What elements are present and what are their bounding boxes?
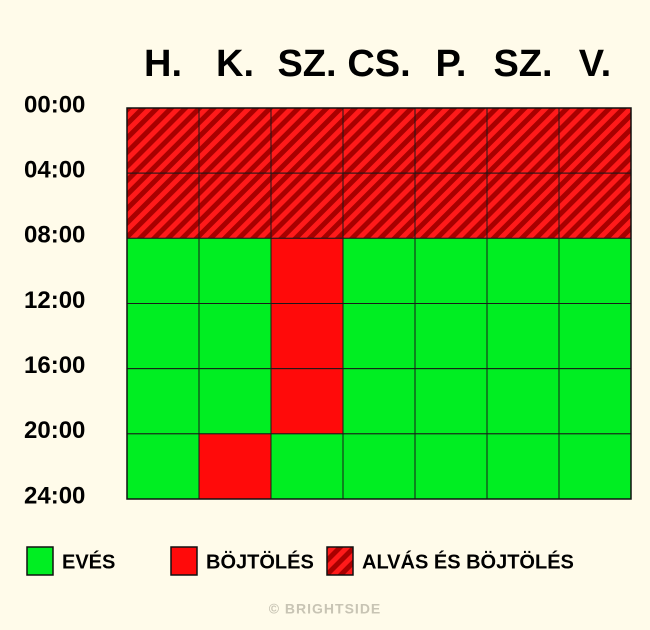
legend-label: EVÉS [62, 550, 115, 573]
cell [414, 107, 488, 174]
cell [198, 237, 272, 304]
cell [414, 433, 488, 500]
cell [126, 237, 200, 304]
cell [558, 368, 632, 435]
day-label: V. [579, 43, 611, 85]
time-label: 16:00 [24, 352, 85, 379]
cell [486, 433, 560, 500]
cell [486, 237, 560, 304]
cell [126, 433, 200, 500]
time-label: 04:00 [24, 157, 85, 184]
cell [486, 368, 560, 435]
legend-swatch [170, 546, 198, 576]
cell [270, 107, 344, 174]
cell [414, 368, 488, 435]
cell [342, 303, 416, 370]
cell [342, 237, 416, 304]
cell [414, 237, 488, 304]
cell [126, 368, 200, 435]
cell [486, 107, 560, 174]
legend-swatch [326, 546, 354, 576]
cell [414, 172, 488, 239]
time-label: 12:00 [24, 287, 85, 314]
time-label: 20:00 [24, 417, 85, 444]
day-label: H. [144, 43, 182, 85]
cell [342, 172, 416, 239]
cell [126, 172, 200, 239]
cell [558, 433, 632, 500]
day-label: P. [435, 43, 466, 85]
cell [198, 172, 272, 239]
cell [342, 107, 416, 174]
cell [558, 172, 632, 239]
grid-border [126, 107, 632, 500]
cell [198, 303, 272, 370]
time-label: 00:00 [24, 91, 85, 118]
cell [486, 303, 560, 370]
cell [198, 433, 272, 500]
legend-label: ALVÁS ÉS BÖJTÖLÉS [362, 550, 574, 573]
cell [414, 303, 488, 370]
footer: © BRIGHTSIDE [269, 601, 382, 617]
day-label: SZ. [277, 43, 336, 85]
legend-label: BÖJTÖLÉS [206, 550, 314, 573]
day-label: SZ. [493, 43, 552, 85]
cell [558, 237, 632, 304]
day-label: K. [216, 43, 254, 85]
cell [126, 107, 200, 174]
cell [342, 433, 416, 500]
cell [270, 237, 344, 304]
cell [270, 172, 344, 239]
legend-swatch [26, 546, 54, 576]
cell [270, 368, 344, 435]
cell [126, 303, 200, 370]
time-label: 24:00 [24, 482, 85, 509]
time-label: 08:00 [24, 222, 85, 249]
cell [486, 172, 560, 239]
cell [198, 368, 272, 435]
cell [270, 433, 344, 500]
cell [270, 303, 344, 370]
cell [198, 107, 272, 174]
day-label: CS. [347, 43, 410, 85]
cell [558, 303, 632, 370]
cell [558, 107, 632, 174]
cell [342, 368, 416, 435]
